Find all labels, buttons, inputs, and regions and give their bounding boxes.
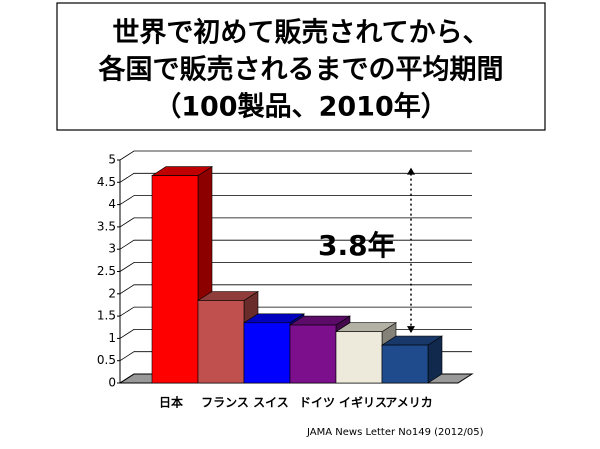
y-tick-label: 2	[108, 286, 116, 300]
x-tick-label: ドイツ	[299, 396, 335, 410]
chart-title: 各国で販売されるまでの平均期間	[98, 54, 504, 86]
grid-line	[119, 172, 472, 183]
grid-line	[119, 284, 472, 295]
annotation: 3.8年	[318, 229, 396, 262]
bar	[335, 331, 383, 384]
grid-line	[119, 217, 472, 228]
grid-line	[119, 306, 472, 317]
grid-line	[119, 150, 472, 161]
y-tick-label: 3.5	[97, 219, 116, 233]
y-tick-label: 2.5	[97, 264, 116, 278]
chart-title: （100製品、2010年）	[154, 91, 448, 123]
y-tick-label: 4.5	[97, 175, 116, 189]
source: JAMA News Letter No149 (2012/05)	[306, 427, 484, 438]
bar	[289, 324, 337, 384]
bar	[243, 322, 291, 384]
bar	[381, 344, 429, 384]
y-tick-label: 3	[108, 242, 116, 256]
x-tick-label: スイス	[253, 396, 289, 410]
title-box	[56, 2, 546, 131]
y-tick-label: 1	[108, 331, 116, 345]
y-tick-label: 0	[108, 376, 116, 390]
bar	[151, 175, 199, 384]
y-tick-label: 4	[108, 197, 116, 211]
x-tick-label: アメリカ	[385, 396, 432, 410]
chart-title: 世界で初めて販売されてから、	[112, 18, 489, 49]
x-tick-label: 日本	[159, 395, 183, 410]
bar	[197, 300, 245, 384]
grid-line	[119, 262, 472, 272]
y-tick-label: 1.5	[97, 309, 116, 323]
arrow-head	[407, 167, 415, 175]
x-tick-label: フランス	[201, 396, 249, 410]
arrow-head	[407, 326, 415, 334]
grid-line	[119, 195, 472, 205]
grid-line	[119, 239, 472, 250]
x-tick-label: イギリス	[339, 395, 387, 410]
y-tick-label: 0.5	[97, 353, 116, 367]
y-tick-label: 5	[108, 153, 116, 167]
